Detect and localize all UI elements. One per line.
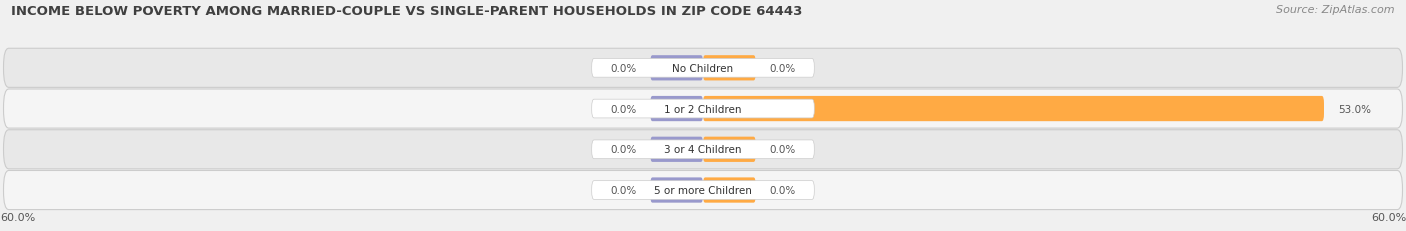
Text: No Children: No Children	[672, 64, 734, 73]
FancyBboxPatch shape	[592, 59, 814, 78]
Text: 0.0%: 0.0%	[610, 185, 637, 195]
FancyBboxPatch shape	[703, 137, 756, 162]
Text: Source: ZipAtlas.com: Source: ZipAtlas.com	[1277, 5, 1395, 15]
FancyBboxPatch shape	[3, 90, 1403, 128]
Text: 60.0%: 60.0%	[0, 213, 35, 222]
Text: INCOME BELOW POVERTY AMONG MARRIED-COUPLE VS SINGLE-PARENT HOUSEHOLDS IN ZIP COD: INCOME BELOW POVERTY AMONG MARRIED-COUPL…	[11, 5, 803, 18]
FancyBboxPatch shape	[703, 178, 756, 203]
Text: 0.0%: 0.0%	[770, 64, 796, 73]
FancyBboxPatch shape	[650, 56, 703, 81]
FancyBboxPatch shape	[592, 140, 814, 159]
Text: 0.0%: 0.0%	[610, 145, 637, 155]
Text: 60.0%: 60.0%	[1371, 213, 1406, 222]
Text: 0.0%: 0.0%	[610, 104, 637, 114]
FancyBboxPatch shape	[3, 171, 1403, 210]
Text: 0.0%: 0.0%	[610, 64, 637, 73]
FancyBboxPatch shape	[3, 49, 1403, 88]
Text: 53.0%: 53.0%	[1339, 104, 1371, 114]
Text: 1 or 2 Children: 1 or 2 Children	[664, 104, 742, 114]
Text: 5 or more Children: 5 or more Children	[654, 185, 752, 195]
Text: 0.0%: 0.0%	[770, 185, 796, 195]
Text: 3 or 4 Children: 3 or 4 Children	[664, 145, 742, 155]
FancyBboxPatch shape	[650, 97, 703, 122]
FancyBboxPatch shape	[650, 178, 703, 203]
FancyBboxPatch shape	[592, 100, 814, 119]
Text: 0.0%: 0.0%	[770, 145, 796, 155]
FancyBboxPatch shape	[703, 97, 1324, 122]
FancyBboxPatch shape	[3, 130, 1403, 169]
FancyBboxPatch shape	[650, 137, 703, 162]
FancyBboxPatch shape	[592, 181, 814, 200]
FancyBboxPatch shape	[703, 56, 756, 81]
